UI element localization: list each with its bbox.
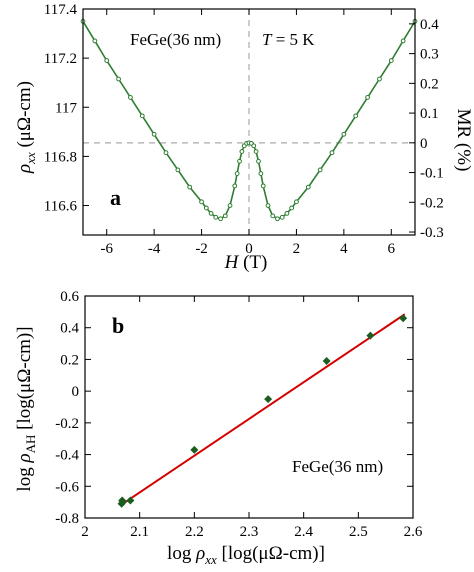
panel-a-x-tick-label: -6 [100,241,113,257]
panel-a-y-tick-label-right: 0.4 [420,17,439,33]
panel-b-x-tick-label: 2 [81,524,89,540]
panel-a-data-point [377,76,382,82]
panel-a-y-tick-label-right: 0.1 [420,106,439,122]
panel-a-data-point [203,205,209,211]
panel-a: -6 -4 -2 0 2 4 6 116.6 116.8 117 117.2 117.4 -0.3 -0.… [14,2,474,273]
panel-b-data-point [399,314,408,323]
panel-a-y-tick-label-right: -0.2 [420,195,444,211]
panel-b-x-tick-label: 2.1 [130,524,149,540]
panel-a-x-tick-label: 2 [293,241,301,257]
panel-a-x-tick-label: -2 [195,241,208,257]
panel-b-xlabel: log ρxx [log(μΩ-cm)] [167,543,325,567]
panel-a-ylabel-left: ρxx (μΩ-cm) [14,81,38,174]
panel-a-data-point [151,131,157,137]
panel-b-x-tick-label: 2.6 [404,524,423,540]
panel-b-x-tick-label: 2.4 [294,524,313,540]
panel-a-x-tick-label: -4 [148,241,161,257]
panel-a-y-tick-label-left: 116.6 [44,199,78,215]
panel-a-data-point [92,38,98,44]
panel-a-data-point [175,167,181,173]
panel-a-data-point [305,184,311,190]
panel-a-x-tick-label: 0 [245,241,253,257]
panel-a-data-point [294,199,299,205]
panel-b: 2 2.1 2.2 2.3 2.4 2.5 2.6 -0.8 -0.6 -0.4 -0.2 0 0.2 0… [14,289,423,567]
panel-a-data-point [275,216,280,222]
panel-a-temperature-label: T = 5 K [262,30,315,49]
panel-a-data-point [232,183,238,189]
panel-b-y-tick-label: 0.4 [60,321,79,337]
panel-b-x-tick-label: 2.2 [185,524,204,540]
panel-a-data-point [341,131,347,137]
panel-a-data-point [222,213,228,219]
panel-a-y-tick-label-left: 116.8 [44,149,77,165]
panel-a-data-point [265,203,271,208]
panel-a-data-point [213,214,219,220]
panel-a-data-point [237,158,242,164]
panel-a-y-tick-label-right: 0.3 [420,47,439,63]
panel-a-xlabel: H (T) [224,252,268,273]
panel-a-data-point [163,150,169,156]
panel-b-y-tick-label: -0.2 [55,416,79,432]
panel-b-x-tick-label: 2.5 [349,524,368,540]
panel-a-ylabel-right: MR (%) [453,109,474,172]
panel-a-data-point [317,167,323,173]
panel-a-data-point [187,184,193,190]
panel-b-letter: b [112,313,124,338]
panel-a-y-tick-label-right: 0.2 [420,76,439,92]
panel-b-sample-label: FeGe(36 nm) [292,457,383,476]
panel-a-data-point [329,150,335,156]
panel-b-y-tick-label: -0.8 [55,511,79,527]
panel-a-y-tick-label-left: 117 [55,100,77,116]
panel-a-data-point [270,213,276,219]
panel-a-y-tick-label-right: 0 [420,136,428,152]
panel-b-y-tick-label: -0.6 [55,479,79,495]
panel-a-sample-label: FeGe(36 nm) [130,30,221,49]
panel-a-y-tick-label-left: 117.4 [44,2,78,18]
panel-b-data-point [366,331,375,340]
panel-a-data-point [388,58,394,63]
panel-a-data-point [234,171,240,176]
panel-b-data-point [264,395,273,404]
panel-a-y-tick-label-left: 117.2 [44,51,77,67]
panel-b-y-tick-label: 0.2 [60,352,79,368]
panel-a-data-point [279,214,285,220]
panel-a-letter: a [110,185,121,210]
panel-a-data-point [104,58,110,63]
panel-b-plot-frame [84,295,414,519]
panel-a-data-point [139,113,145,119]
panel-a-y-tick-label-right: -0.3 [420,225,444,241]
panel-a-data-point [284,210,290,216]
panel-b-y-tick-label: 0 [72,384,80,400]
panel-a-data-point [199,199,204,205]
panel-a-y-tick-label-right: -0.1 [420,166,444,182]
panel-a-data-point [258,171,264,176]
panel-b-data-point [126,496,135,505]
panel-a-data-point [208,210,214,216]
panel-b-x-tick-label: 2.3 [240,524,259,540]
panel-a-x-tick-label: 4 [340,241,348,257]
panel-a-data-point [128,95,133,100]
panel-a-data-point [218,216,223,222]
panel-a-data-point [239,149,245,154]
panel-b-y-tick-label: -0.4 [55,448,79,464]
panel-a-data-point [353,113,359,119]
panel-a-data-point [400,38,406,44]
panel-b-y-tick-label: 0.6 [60,289,79,305]
panel-b-data-point [322,357,331,366]
panel-a-data-point [251,143,257,149]
panel-a-data-point [289,205,295,211]
panel-a-data-point [116,76,121,82]
panel-b-ylabel: log ρAH [log(μΩ-cm)] [14,326,38,491]
panel-a-data-point [365,95,370,100]
panel-b-data-point [118,498,127,507]
panel-b-data-point [190,445,199,454]
panel-a-data-point [260,183,266,189]
panel-a-x-tick-label: 6 [388,241,396,257]
panel-b-fit-line [119,313,406,507]
panel-a-data-point [256,158,261,164]
panel-a-data-point [227,203,233,208]
panel-a-data-point [253,149,259,154]
